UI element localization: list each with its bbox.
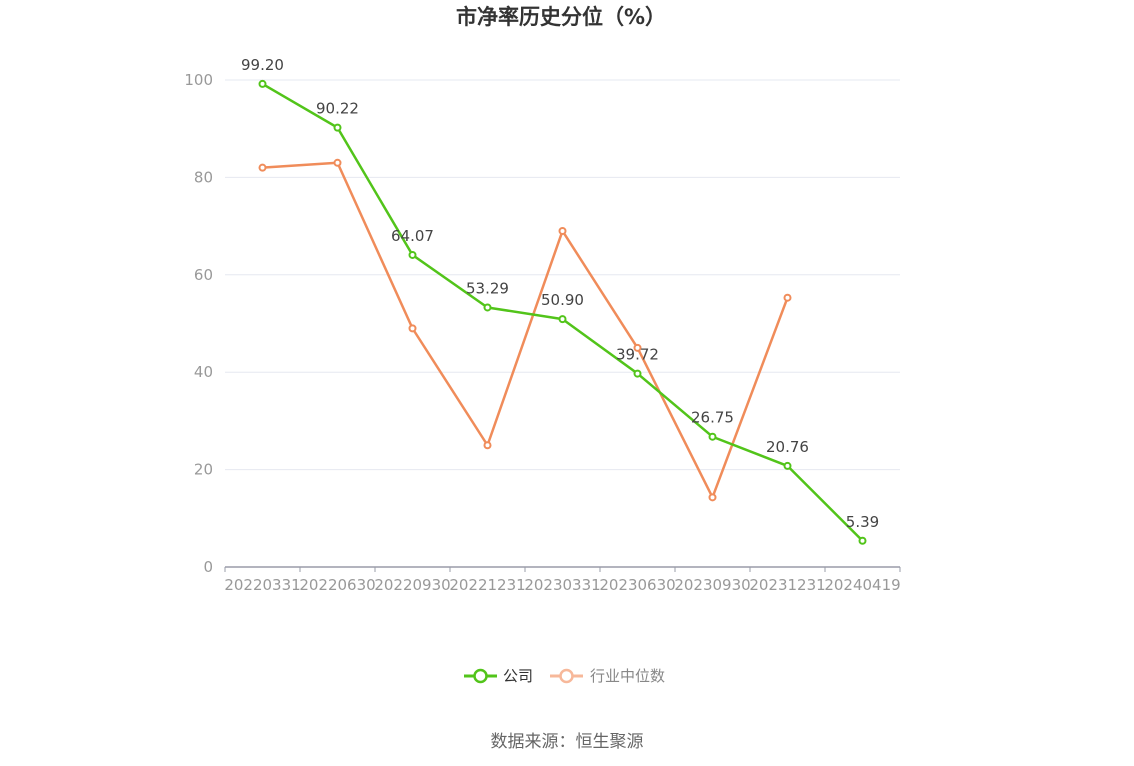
x-tick-label: 20231231 <box>749 576 825 594</box>
data-label: 90.22 <box>316 100 359 118</box>
data-point-industry[interactable] <box>333 158 342 167</box>
series <box>258 79 867 545</box>
data-point-industry[interactable] <box>408 324 417 333</box>
data-point-company[interactable] <box>558 315 567 324</box>
legend-item-company[interactable]: 公司 <box>464 667 533 685</box>
y-tick-label: 40 <box>194 363 213 381</box>
data-point-company[interactable] <box>483 303 492 312</box>
data-point-company[interactable] <box>258 79 267 88</box>
axes: 0 20 40 60 80 100 2022033120220630202209302022… <box>184 71 900 594</box>
y-tick-label: 20 <box>194 461 213 479</box>
x-tick-label: 20230630 <box>599 576 675 594</box>
data-label: 50.90 <box>541 291 584 309</box>
x-tick-label: 20221231 <box>449 576 525 594</box>
legend[interactable]: 公司 行业中位数 <box>464 667 665 685</box>
data-point-company[interactable] <box>783 461 792 470</box>
data-point-industry[interactable] <box>708 493 717 502</box>
y-tick-label: 60 <box>194 266 213 284</box>
y-tick-label: 0 <box>203 558 213 576</box>
x-tick-label: 20220930 <box>374 576 450 594</box>
data-label: 39.72 <box>616 346 659 364</box>
chart-title: 市净率历史分位（%） <box>456 5 666 29</box>
data-point-industry[interactable] <box>633 343 642 352</box>
data-point-company[interactable] <box>858 536 867 545</box>
data-point-industry[interactable] <box>258 163 267 172</box>
data-point-company[interactable] <box>408 250 417 259</box>
y-tick-label: 100 <box>184 71 213 89</box>
data-label: 99.20 <box>241 56 284 74</box>
data-source: 数据来源：恒生聚源 <box>491 732 644 752</box>
x-tick-label: 20240419 <box>824 576 900 594</box>
data-label: 5.39 <box>846 513 879 531</box>
legend-company-marker <box>473 668 488 684</box>
data-point-company[interactable] <box>708 432 717 441</box>
legend-company-label: 公司 <box>503 667 533 685</box>
x-tick-label: 20230930 <box>674 576 750 594</box>
data-point-industry[interactable] <box>783 293 792 302</box>
data-point-industry[interactable] <box>483 441 492 450</box>
data-label: 20.76 <box>766 438 809 456</box>
legend-industry-label: 行业中位数 <box>590 667 665 685</box>
grid-lines <box>225 79 900 471</box>
y-tick-label: 80 <box>194 168 213 186</box>
data-point-industry[interactable] <box>558 226 567 235</box>
legend-item-industry[interactable]: 行业中位数 <box>550 667 665 685</box>
legend-industry-marker <box>559 668 574 684</box>
x-tick-label: 20220630 <box>299 576 375 594</box>
data-point-company[interactable] <box>333 123 342 132</box>
data-label: 53.29 <box>466 279 509 297</box>
data-labels: 99.20 90.22 64.07 53.29 50.90 39.72 26.75 20.76… <box>241 56 879 531</box>
data-label: 64.07 <box>391 227 434 245</box>
x-tick-label: 20220331 <box>224 576 300 594</box>
data-label: 26.75 <box>691 409 734 427</box>
x-tick-label: 20230331 <box>524 576 600 594</box>
series-line-company <box>261 82 864 542</box>
data-point-company[interactable] <box>633 369 642 378</box>
series-line-industry <box>262 161 789 499</box>
